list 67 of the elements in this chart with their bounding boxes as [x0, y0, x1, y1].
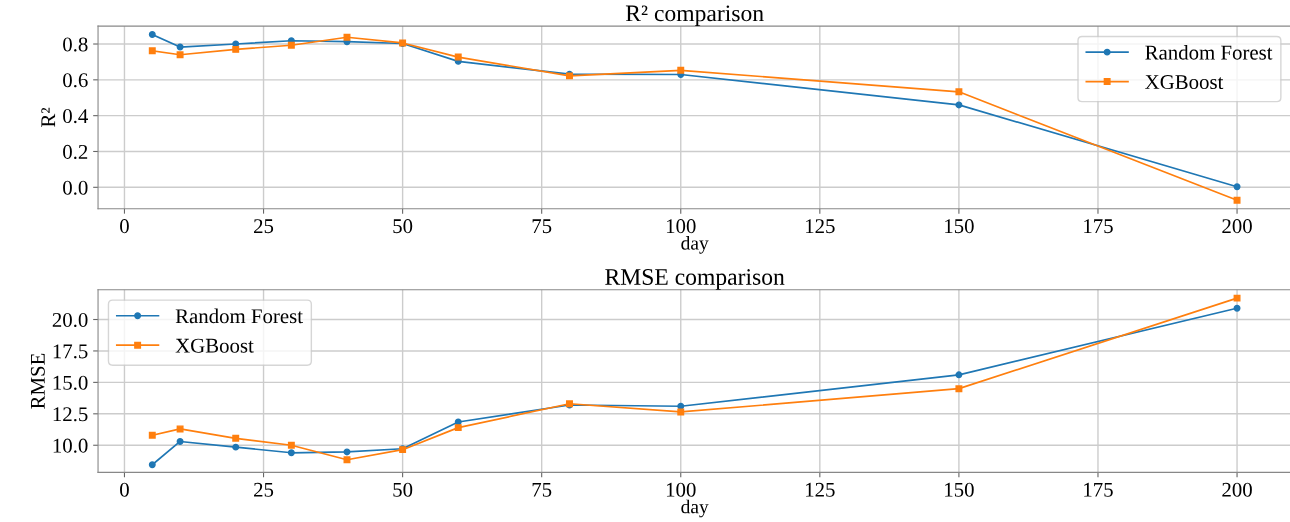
point: [176, 51, 184, 59]
point: [343, 448, 351, 456]
x-axis-title: day: [681, 236, 709, 254]
x-tick-label: 75: [532, 482, 552, 497]
point: [454, 53, 462, 61]
x-tick-label: 50: [393, 482, 413, 497]
point: [232, 45, 240, 53]
point: [955, 371, 963, 379]
point: [343, 33, 351, 41]
x-tick-label: 0: [120, 482, 129, 497]
point: [955, 101, 963, 109]
y-axis-title: R²: [41, 107, 56, 127]
x-tick-label: 150: [945, 219, 974, 234]
point: [1233, 294, 1241, 302]
x-tick-label: 25: [254, 219, 274, 234]
point: [677, 408, 685, 416]
chart-title: R² comparison: [625, 5, 764, 27]
point: [287, 441, 295, 449]
y-tick-label: 17.5: [53, 344, 88, 359]
x-tick-label: 0: [120, 219, 129, 234]
point: [148, 431, 156, 439]
x-tick-label: 200: [1222, 482, 1252, 497]
point: [1233, 304, 1241, 312]
x-tick-label: 200: [1222, 219, 1252, 234]
x-tick-label: 100: [666, 482, 696, 497]
y-tick-label: 15.0: [53, 375, 88, 390]
point: [1233, 183, 1241, 191]
point: [176, 438, 184, 445]
legend-label: Random Forest: [175, 308, 303, 324]
legend-label: XGBoost: [1145, 75, 1224, 90]
point: [148, 461, 156, 469]
point: [677, 66, 685, 74]
y-tick-label: 0.2: [63, 144, 88, 160]
y-tick-label: 0.0: [63, 180, 88, 195]
y-axis-title: RMSE: [30, 353, 45, 409]
point: [955, 88, 963, 96]
x-tick-label: 175: [1084, 482, 1113, 497]
chart-title: RMSE comparison: [605, 269, 785, 290]
x-tick-label: 150: [945, 482, 974, 497]
point: [955, 385, 963, 393]
y-tick-label: 0.8: [63, 37, 88, 52]
point: [232, 434, 240, 442]
x-tick-label: 50: [393, 219, 413, 234]
point: [148, 31, 156, 38]
x-tick-label: 175: [1084, 219, 1113, 234]
x-tick-label: 75: [532, 219, 552, 234]
point: [287, 41, 295, 49]
point: [287, 449, 295, 457]
x-tick-label: 100: [666, 219, 696, 234]
point: [148, 47, 156, 55]
x-tick-label: 25: [254, 482, 274, 497]
x-tick-label: 125: [806, 482, 835, 497]
x-tick-label: 125: [806, 219, 835, 234]
point: [176, 43, 184, 51]
x-axis-title: day: [681, 499, 709, 518]
point: [343, 456, 351, 464]
legend-label: Random Forest: [1145, 44, 1273, 60]
y-tick-label: 10.0: [53, 438, 88, 453]
legend-label: XGBoost: [175, 338, 254, 353]
point: [176, 425, 184, 433]
y-tick-label: 20.0: [52, 312, 88, 328]
y-tick-label: 12.5: [53, 407, 88, 422]
point: [454, 424, 462, 432]
point: [232, 443, 240, 451]
point: [1233, 196, 1241, 204]
y-tick-label: 0.4: [63, 109, 88, 124]
y-tick-label: 0.6: [63, 73, 88, 88]
